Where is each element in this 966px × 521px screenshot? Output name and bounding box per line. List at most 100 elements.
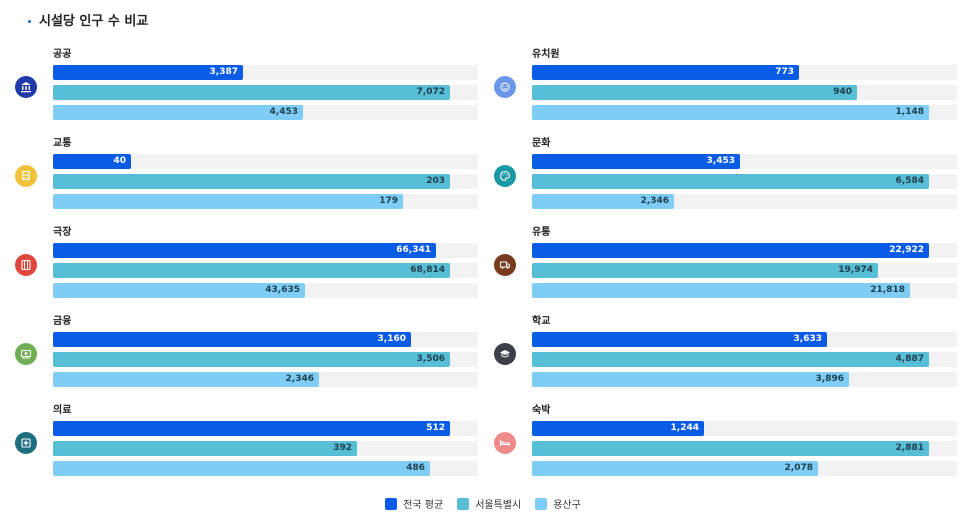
bar-value-label: 773 [775,67,794,77]
bar-value-label: 486 [406,463,425,473]
bar-track: 68,814 [53,263,478,278]
bar-track: 4,453 [53,105,478,120]
legend-label-yongsan: 용산구 [553,500,581,511]
legend-item-yongsan[interactable]: 용산구 [535,496,581,511]
bar-value-label: 203 [426,176,445,186]
bar-seoul[interactable]: 19,974 [532,263,878,278]
legend-swatch-national [385,497,398,510]
bar-track: 203 [53,174,478,189]
bar-track: 3,453 [532,154,957,169]
bar-yongsan[interactable]: 3,896 [532,372,849,387]
bar-track: 22,922 [532,243,957,258]
bar-national[interactable]: 512 [53,421,450,436]
category-label: 금융 [53,316,72,327]
bar-value-label: 392 [333,443,352,453]
bar-national[interactable]: 66,341 [53,243,436,258]
legend-item-seoul[interactable]: 서울특별시 [457,496,521,511]
bar-value-label: 1,244 [670,423,699,433]
facility-group: 금융 3,160 3,506 2,346 [15,312,478,394]
bar-value-label: 7,072 [416,87,445,97]
bar-yongsan[interactable]: 486 [53,461,430,476]
bar-track: 1,244 [532,421,957,436]
chart-title-text: 시설당 인구 수 비교 [39,14,149,29]
bar-value-label: 3,387 [209,67,238,77]
bar-track: 4,887 [532,352,957,367]
bar-value-label: 22,922 [889,245,924,255]
bar-track: 512 [53,421,478,436]
facility-group: 교통 40 203 179 [15,134,478,216]
bar-track: 21,818 [532,283,957,298]
bar-track: 486 [53,461,478,476]
bar-yongsan[interactable]: 1,148 [532,105,929,120]
legend-item-national[interactable]: 전국 평균 [385,496,443,511]
facility-group: 문화 3,453 6,584 2,346 [494,134,957,216]
bar-seoul[interactable]: 4,887 [532,352,929,367]
bar-value-label: 1,148 [895,107,924,117]
graduation-cap-icon [494,343,516,365]
bed-icon [494,432,516,454]
bar-value-label: 19,974 [838,265,873,275]
facility-group: 의료 512 392 486 [15,401,478,483]
bar-yongsan[interactable]: 2,346 [532,194,674,209]
bar-seoul[interactable]: 6,584 [532,174,929,189]
truck-icon [494,254,516,276]
bar-track: 19,974 [532,263,957,278]
bar-value-label: 3,160 [377,334,406,344]
bar-track: 3,160 [53,332,478,347]
bar-value-label: 512 [426,423,445,433]
bus-icon [15,165,37,187]
facility-group: 유치원 773 940 1,148 [494,45,957,127]
bar-seoul[interactable]: 3,506 [53,352,450,367]
bar-national[interactable]: 1,244 [532,421,704,436]
bar-track: 7,072 [53,85,478,100]
category-label: 유치원 [532,49,560,60]
bar-value-label: 4,453 [269,107,298,117]
bar-value-label: 179 [379,196,398,206]
bar-yongsan[interactable]: 4,453 [53,105,303,120]
bar-seoul[interactable]: 2,881 [532,441,929,456]
theater-icon [15,254,37,276]
bar-seoul[interactable]: 68,814 [53,263,450,278]
bar-seoul[interactable]: 940 [532,85,857,100]
bar-yongsan[interactable]: 21,818 [532,283,910,298]
bar-national[interactable]: 3,160 [53,332,411,347]
bar-national[interactable]: 22,922 [532,243,929,258]
bar-track: 40 [53,154,478,169]
legend-label-national: 전국 평균 [403,500,444,511]
bar-yongsan[interactable]: 179 [53,194,403,209]
bar-seoul[interactable]: 7,072 [53,85,450,100]
bar-yongsan[interactable]: 43,635 [53,283,305,298]
bar-national[interactable]: 40 [53,154,131,169]
bar-yongsan[interactable]: 2,346 [53,372,319,387]
bar-track: 2,346 [53,372,478,387]
medical-icon [15,432,37,454]
bar-national[interactable]: 3,453 [532,154,740,169]
bar-track: 6,584 [532,174,957,189]
bar-track: 773 [532,65,957,80]
bar-value-label: 2,346 [285,374,314,384]
bar-seoul[interactable]: 203 [53,174,450,189]
bar-national[interactable]: 3,387 [53,65,243,80]
bar-track: 2,346 [532,194,957,209]
legend-label-seoul: 서울특별시 [475,500,522,511]
bar-national[interactable]: 773 [532,65,799,80]
bar-value-label: 66,341 [396,245,431,255]
legend: 전국 평균 서울특별시 용산구 [0,496,966,511]
bar-national[interactable]: 3,633 [532,332,827,347]
category-label: 숙박 [532,405,551,416]
bar-seoul[interactable]: 392 [53,441,357,456]
facility-group: 극장 66,341 68,814 43,635 [15,223,478,305]
facility-group: 숙박 1,244 2,881 2,078 [494,401,957,483]
legend-swatch-yongsan [535,497,548,510]
category-label: 교통 [53,138,72,149]
money-icon [15,343,37,365]
bar-track: 179 [53,194,478,209]
legend-swatch-seoul [457,497,470,510]
bar-track: 3,896 [532,372,957,387]
bar-track: 940 [532,85,957,100]
bar-yongsan[interactable]: 2,078 [532,461,818,476]
facility-group: 공공 3,387 7,072 4,453 [15,45,478,127]
bar-track: 43,635 [53,283,478,298]
bar-track: 3,506 [53,352,478,367]
bar-value-label: 2,078 [784,463,813,473]
